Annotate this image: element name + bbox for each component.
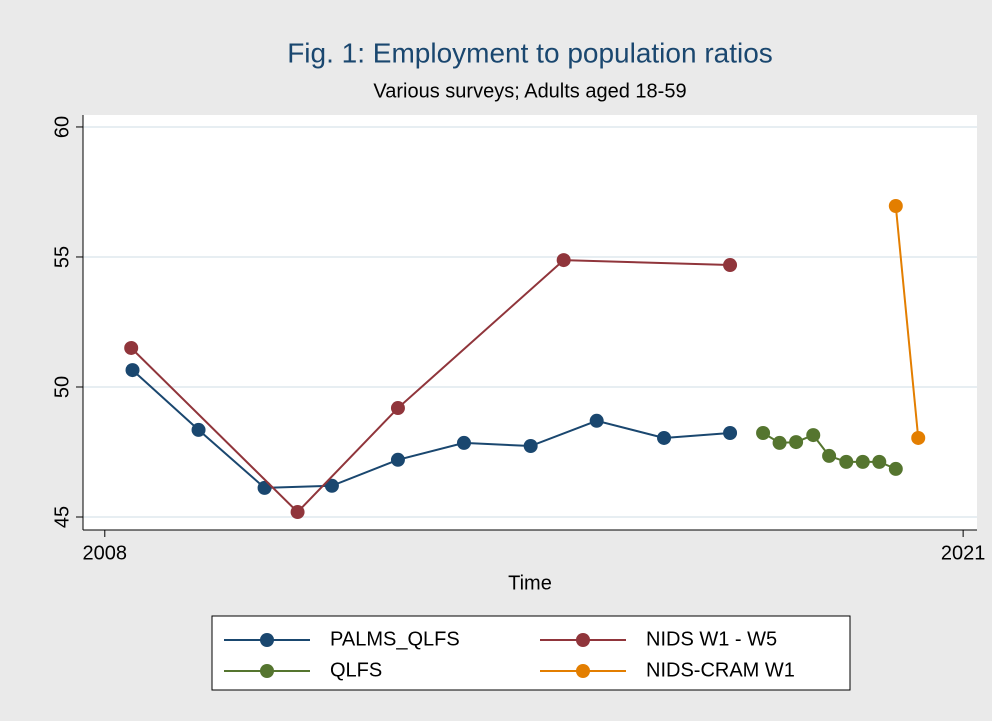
data-point bbox=[723, 426, 738, 441]
legend-label: QLFS bbox=[330, 659, 382, 681]
series-line bbox=[894, 205, 920, 439]
data-point bbox=[589, 413, 604, 428]
y-tick-label: 45 bbox=[51, 506, 73, 528]
legend-label: NIDS W1 - W5 bbox=[646, 628, 777, 650]
y-tick-label: 60 bbox=[51, 116, 73, 138]
data-point bbox=[556, 253, 571, 268]
legend-marker bbox=[576, 664, 590, 678]
legend-marker bbox=[260, 664, 274, 678]
data-point bbox=[872, 454, 887, 469]
chart-title: Fig. 1: Employment to population ratios bbox=[287, 37, 773, 68]
legend bbox=[211, 615, 851, 691]
legend-marker bbox=[576, 633, 590, 647]
x-axis-label: Time bbox=[508, 572, 552, 594]
data-point bbox=[191, 422, 206, 437]
data-point bbox=[124, 340, 139, 355]
data-point bbox=[789, 435, 804, 450]
data-point bbox=[888, 461, 903, 476]
data-point bbox=[806, 428, 821, 443]
data-point bbox=[324, 478, 339, 493]
data-point bbox=[772, 435, 787, 450]
legend-marker bbox=[260, 633, 274, 647]
x-tick-label: 2021 bbox=[941, 542, 986, 564]
legend-label: PALMS_QLFS bbox=[330, 628, 460, 650]
data-point bbox=[290, 505, 305, 520]
data-point bbox=[390, 401, 405, 416]
data-point bbox=[657, 430, 672, 445]
series-line bbox=[131, 369, 731, 489]
data-point bbox=[390, 452, 405, 467]
data-point bbox=[839, 454, 854, 469]
data-point bbox=[257, 480, 272, 495]
data-point bbox=[855, 454, 870, 469]
data-point bbox=[822, 448, 837, 463]
data-point bbox=[888, 199, 903, 214]
data-point bbox=[911, 430, 926, 445]
data-point bbox=[723, 258, 738, 273]
x-tick-label: 2008 bbox=[83, 542, 128, 564]
chart-subtitle: Various surveys; Adults aged 18-59 bbox=[373, 80, 686, 102]
y-tick-label: 55 bbox=[51, 246, 73, 268]
data-point bbox=[756, 426, 771, 441]
y-tick-label: 50 bbox=[51, 376, 73, 398]
legend-label: NIDS-CRAM W1 bbox=[646, 659, 795, 681]
data-point bbox=[456, 435, 471, 450]
data-point bbox=[125, 363, 140, 378]
data-point bbox=[523, 439, 538, 454]
